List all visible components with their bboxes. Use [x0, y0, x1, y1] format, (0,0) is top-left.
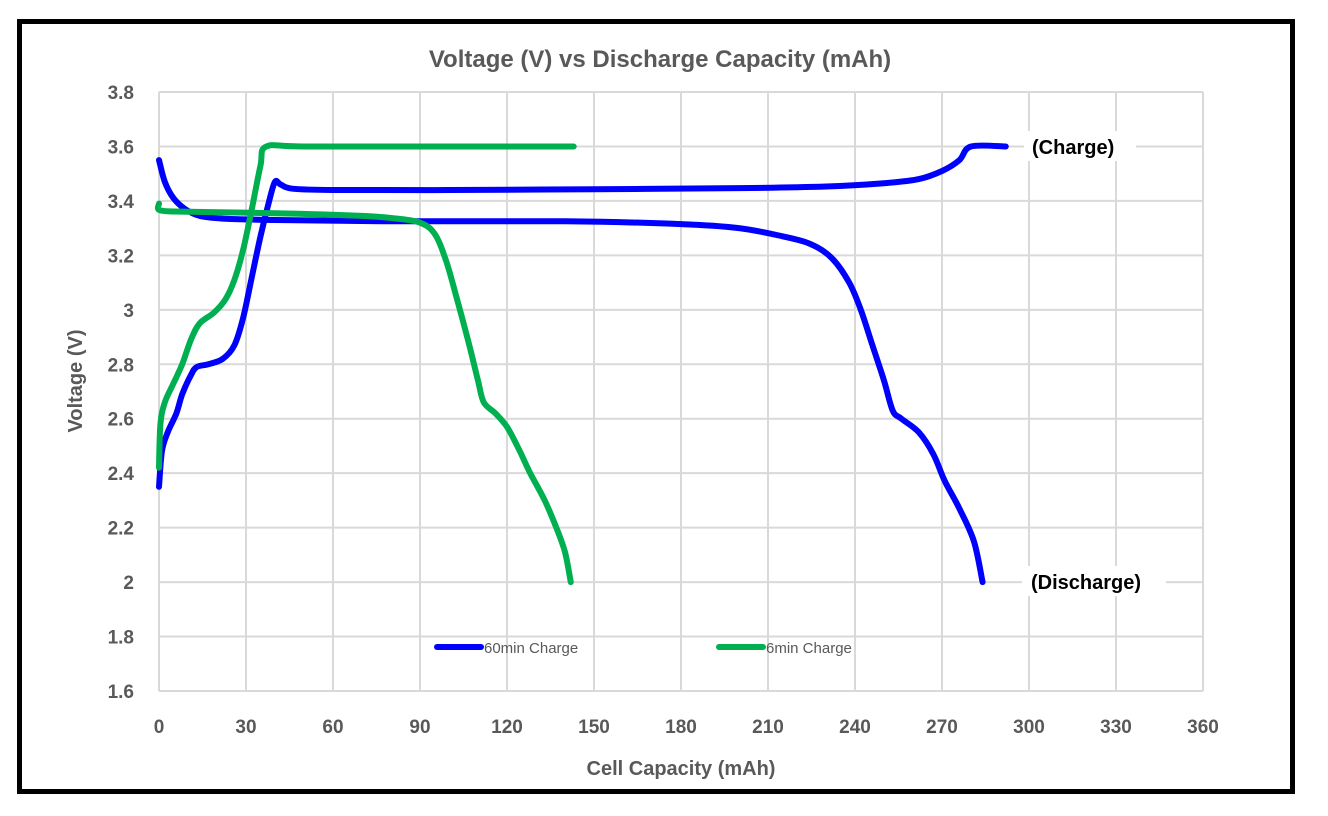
y-tick-label: 2.2 — [108, 519, 134, 540]
x-axis-label: Cell Capacity (mAh) — [587, 758, 776, 780]
y-tick-label: 3.6 — [108, 137, 134, 158]
x-tick-label: 120 — [491, 717, 523, 738]
x-tick-label: 90 — [409, 717, 430, 738]
x-tick-label: 0 — [154, 717, 165, 738]
series-line-6min-charge-charge — [156, 142, 577, 471]
annotation-charge: (Charge) — [1032, 137, 1114, 159]
legend-label-60min: 60min Charge — [484, 640, 578, 657]
y-tick-label: 1.6 — [108, 682, 134, 703]
x-tick-label: 360 — [1187, 717, 1219, 738]
series-line-60min-charge-charge — [156, 142, 1009, 490]
x-tick-label: 30 — [235, 717, 256, 738]
y-tick-label: 3.4 — [108, 192, 135, 213]
x-tick-label: 60 — [322, 717, 343, 738]
annotation-bg-discharge — [1022, 566, 1166, 596]
series-line-60min-charge-discharge — [156, 157, 986, 586]
series-60min-charge — [156, 142, 1009, 586]
x-tick-label: 210 — [752, 717, 784, 738]
series-6min-charge — [154, 142, 577, 586]
annotation-bg-charge — [1024, 131, 1136, 161]
annotations: (Charge) (Discharge) — [1022, 131, 1166, 596]
y-tick-label: 1.8 — [108, 628, 134, 649]
y-tick-label: 3 — [123, 301, 134, 322]
y-tick-label: 3.2 — [108, 246, 134, 267]
gridlines — [158, 91, 1204, 692]
chart-title: Voltage (V) vs Discharge Capacity (mAh) — [429, 46, 891, 73]
legend-item-60min[interactable]: 60min Charge — [434, 640, 578, 657]
legend-label-6min: 6min Charge — [766, 640, 852, 657]
x-tick-label: 330 — [1100, 717, 1132, 738]
series-lines — [154, 142, 1009, 586]
x-tick-label: 150 — [578, 717, 610, 738]
x-tick-label: 270 — [926, 717, 958, 738]
y-axis-label: Voltage (V) — [65, 330, 87, 433]
legend-item-6min[interactable]: 6min Charge — [716, 640, 852, 657]
series-line-6min-charge-discharge — [154, 200, 574, 586]
x-tick-label: 240 — [839, 717, 871, 738]
y-tick-label: 2.6 — [108, 410, 134, 431]
tick-labels: 0 30 60 90 120 150 180 210 240 270 300 330 360 3.8 3.6… — [108, 83, 1219, 738]
annotation-discharge: (Discharge) — [1031, 572, 1141, 594]
y-tick-label: 2 — [123, 573, 134, 594]
x-tick-label: 300 — [1013, 717, 1045, 738]
y-tick-label: 3.8 — [108, 83, 134, 104]
legend: 60min Charge 6min Charge — [434, 640, 852, 657]
y-tick-label: 2.8 — [108, 355, 134, 376]
x-tick-label: 180 — [665, 717, 697, 738]
y-tick-label: 2.4 — [108, 464, 135, 485]
